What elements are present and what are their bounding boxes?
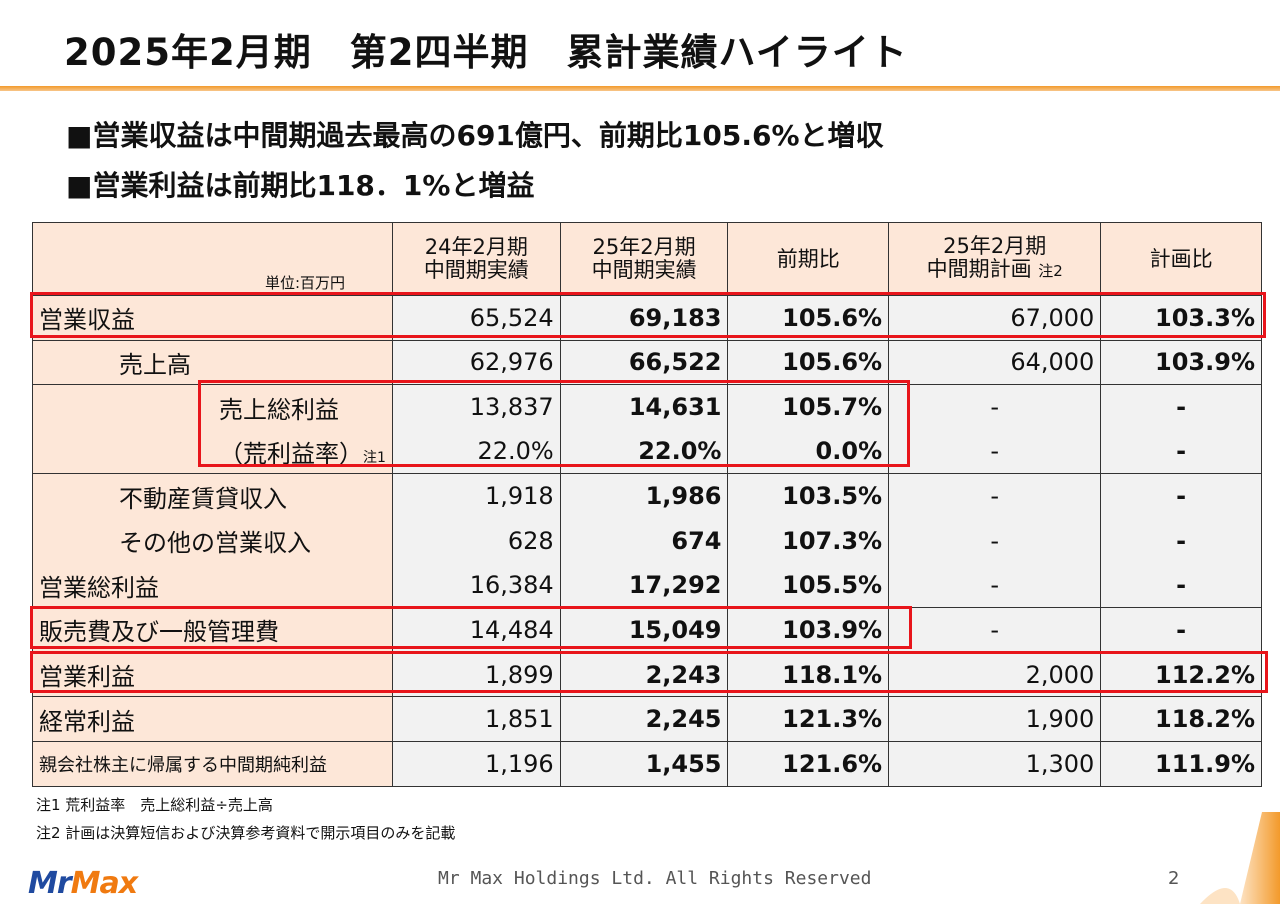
row-label: 経常利益 <box>32 696 393 742</box>
plan-cell: - <box>888 429 1102 475</box>
row-label: 売上総利益 <box>32 384 393 430</box>
curr-actual-cell: 14,631 <box>559 384 729 430</box>
curr-actual-cell: 1,455 <box>559 741 729 787</box>
row-label: 売上高 <box>32 340 393 386</box>
header-yoy: 前期比 <box>727 222 890 296</box>
mrmax-logo: MrMax <box>28 866 138 901</box>
table-row: 経常利益 1,851 2,245 121.3% 1,900 118.2% <box>32 696 1262 742</box>
vs-plan-cell: - <box>1100 518 1262 564</box>
row-label: 営業収益 <box>32 295 393 341</box>
highlight-gross-profit <box>198 380 910 467</box>
plan-cell: - <box>888 518 1102 564</box>
table-row: 売上高 62,976 66,522 105.6% 64,000 103.9% <box>32 340 1262 386</box>
prev-actual-cell: 1,899 <box>391 652 561 698</box>
prev-actual-cell: 1,851 <box>391 696 561 742</box>
table-row: （荒利益率）注1 22.0% 22.0% 0.0% - - <box>32 429 1262 475</box>
highlight-sga <box>30 606 912 649</box>
bullet-profit: ■営業利益は前期比118．1%と増益 <box>66 169 535 202</box>
yoy-cell: 107.3% <box>727 518 890 564</box>
prev-actual-cell: 65,524 <box>391 295 561 341</box>
copyright: Mr Max Holdings Ltd. All Rights Reserved <box>438 868 872 889</box>
vs-plan-cell: - <box>1100 473 1262 519</box>
prev-actual-cell: 628 <box>391 518 561 564</box>
yoy-cell: 105.6% <box>727 340 890 386</box>
curr-actual-cell: 2,245 <box>559 696 729 742</box>
table-row: 営業収益 65,524 69,183 105.6% 67,000 103.3% <box>32 295 1262 341</box>
yoy-cell: 118.1% <box>727 652 890 698</box>
plan-cell: - <box>888 563 1102 609</box>
yoy-cell: 103.9% <box>727 607 890 653</box>
row-label: その他の営業収入 <box>32 518 393 564</box>
curr-actual-cell: 2,243 <box>559 652 729 698</box>
vs-plan-cell: 111.9% <box>1100 741 1262 787</box>
highlight-operating-income <box>30 651 1268 693</box>
row-label: 親会社株主に帰属する中間期純利益 <box>32 741 393 787</box>
prev-actual-cell: 62,976 <box>391 340 561 386</box>
prev-actual-cell: 16,384 <box>391 563 561 609</box>
vs-plan-cell: - <box>1100 384 1262 430</box>
curr-actual-cell: 674 <box>559 518 729 564</box>
page-title: 2025年2月期 第2四半期 累計業績ハイライト <box>64 31 908 74</box>
bullet-revenue: ■営業収益は中間期過去最高の691億円、前期比105.6%と増収 <box>66 119 884 152</box>
vs-plan-cell: - <box>1100 429 1262 475</box>
row-label: 営業利益 <box>32 652 393 698</box>
footnote-2: 注2 計画は決算短信および決算参考資料で開示項目のみを記載 <box>36 824 456 842</box>
header-curr-actual: 25年2月期 中間期実績 <box>559 222 729 296</box>
prev-actual-cell: 1,918 <box>391 473 561 519</box>
unit-header-cell <box>32 222 393 296</box>
table-row: 販売費及び一般管理費 14,484 15,049 103.9% - - <box>32 607 1262 653</box>
footnote-1: 注1 荒利益率 売上総利益÷売上高 <box>36 796 273 814</box>
header-vs-plan: 計画比 <box>1100 222 1262 296</box>
title-divider <box>0 86 1280 91</box>
plan-cell: - <box>888 384 1102 430</box>
vs-plan-cell: 118.2% <box>1100 696 1262 742</box>
vs-plan-cell: 103.3% <box>1100 295 1262 341</box>
yoy-cell: 103.5% <box>727 473 890 519</box>
yoy-cell: 121.6% <box>727 741 890 787</box>
vs-plan-cell: 112.2% <box>1100 652 1262 698</box>
table-row: 親会社株主に帰属する中間期純利益 1,196 1,455 121.6% 1,300 111… <box>32 741 1262 787</box>
header-plan: 25年2月期 中間期計画 注2 <box>888 222 1102 296</box>
vs-plan-cell: - <box>1100 563 1262 609</box>
prev-actual-cell: 14,484 <box>391 607 561 653</box>
yoy-cell: 105.5% <box>727 563 890 609</box>
table-row: その他の営業収入 628 674 107.3% - - <box>32 518 1262 564</box>
decorative-swoosh-icon <box>1200 812 1280 904</box>
curr-actual-cell: 1,986 <box>559 473 729 519</box>
plan-cell: 64,000 <box>888 340 1102 386</box>
unit-label: 単位:百万円 <box>265 274 346 292</box>
plan-cell: - <box>888 607 1102 653</box>
curr-actual-cell: 17,292 <box>559 563 729 609</box>
yoy-cell: 105.6% <box>727 295 890 341</box>
table-row: 営業利益 1,899 2,243 118.1% 2,000 112.2% <box>32 652 1262 698</box>
curr-actual-cell: 15,049 <box>559 607 729 653</box>
table-row: 不動産賃貸収入 1,918 1,986 103.5% - - <box>32 473 1262 519</box>
table-row: 売上総利益 13,837 14,631 105.7% - - <box>32 384 1262 430</box>
plan-cell: 1,900 <box>888 696 1102 742</box>
table-header-row: 24年2月期 中間期実績 25年2月期 中間期実績 前期比 25年2月期 中間期計画 … <box>32 222 1262 296</box>
plan-cell: - <box>888 473 1102 519</box>
highlight-operating-revenue <box>30 292 1266 338</box>
row-label: 営業総利益 <box>32 563 393 609</box>
prev-actual-cell: 1,196 <box>391 741 561 787</box>
header-prev-actual: 24年2月期 中間期実績 <box>391 222 561 296</box>
page-number: 2 <box>1168 868 1180 889</box>
row-label: 不動産賃貸収入 <box>32 473 393 519</box>
table-row: 営業総利益 16,384 17,292 105.5% - - <box>32 563 1262 609</box>
curr-actual-cell: 69,183 <box>559 295 729 341</box>
vs-plan-cell: - <box>1100 607 1262 653</box>
results-table: 24年2月期 中間期実績 25年2月期 中間期実績 前期比 25年2月期 中間期計画 … <box>32 222 1262 787</box>
vs-plan-cell: 103.9% <box>1100 340 1262 386</box>
plan-cell: 67,000 <box>888 295 1102 341</box>
curr-actual-cell: 66,522 <box>559 340 729 386</box>
plan-cell: 1,300 <box>888 741 1102 787</box>
yoy-cell: 121.3% <box>727 696 890 742</box>
prev-actual-cell: 13,837 <box>391 384 561 430</box>
plan-cell: 2,000 <box>888 652 1102 698</box>
yoy-cell: 105.7% <box>727 384 890 430</box>
